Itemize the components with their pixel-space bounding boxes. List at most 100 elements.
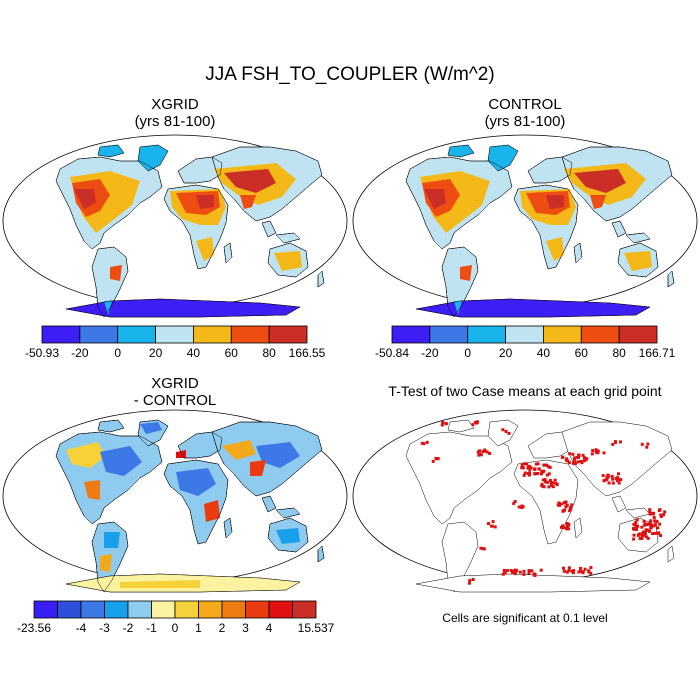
significance-cell	[616, 476, 620, 480]
significance-cell	[522, 473, 526, 477]
significance-cell	[547, 485, 551, 489]
significance-cell	[487, 522, 490, 525]
colorbar-label: 15.537	[298, 621, 335, 635]
significance-cell	[659, 534, 662, 537]
colorbar-label: 40	[537, 346, 551, 360]
significance-cell	[567, 566, 571, 570]
significance-cell	[606, 475, 610, 479]
significance-cell	[544, 480, 548, 484]
significance-cell	[643, 523, 647, 527]
significance-cell	[562, 526, 566, 530]
significance-cell	[657, 531, 661, 535]
significance-cell	[504, 429, 508, 433]
significance-cell	[549, 483, 553, 487]
significance-cell	[520, 463, 524, 467]
map-ttest	[352, 409, 698, 593]
significance-cell	[560, 502, 563, 506]
significance-cell	[471, 578, 475, 581]
colorbar-swatch	[221, 600, 246, 619]
colorbar-label: -23.56	[17, 621, 51, 635]
significance-cell	[648, 512, 652, 516]
colorbar-swatch	[33, 600, 58, 619]
significance-cell	[540, 482, 544, 486]
significance-cell	[646, 522, 650, 526]
significance-cell	[529, 466, 533, 470]
significance-cell	[651, 532, 655, 536]
significance-cell	[658, 522, 662, 526]
significance-cell	[583, 456, 586, 460]
significance-cell	[548, 478, 552, 482]
significance-cell	[527, 571, 531, 575]
significance-cell	[567, 568, 571, 572]
colorbar-label: 20	[149, 346, 163, 360]
significance-cell	[576, 460, 580, 464]
significance-cell	[533, 573, 537, 577]
significance-cell	[518, 570, 522, 574]
significance-cell	[541, 478, 545, 482]
significance-cell	[569, 506, 572, 510]
colorbar-swatch	[117, 325, 156, 344]
significance-cell	[523, 471, 527, 475]
significance-cell	[549, 481, 553, 484]
significance-cell	[422, 442, 426, 446]
colorbar-label: -4	[76, 621, 87, 635]
significance-cell	[605, 477, 609, 481]
significance-cell	[649, 525, 653, 529]
significance-cell	[572, 459, 576, 462]
significance-cell	[509, 569, 513, 572]
significance-cell	[488, 451, 492, 455]
significance-cell	[567, 522, 571, 526]
significance-cell	[577, 570, 581, 574]
significance-cell	[565, 527, 569, 531]
colorbar-swatch	[618, 325, 658, 344]
panel-title-line2: (yrs 81-100)	[484, 113, 566, 131]
significance-cell	[507, 431, 511, 435]
significance-cell	[533, 467, 537, 471]
colorbar-swatch	[57, 600, 82, 619]
significance-cell	[579, 569, 583, 573]
significance-cell	[568, 509, 572, 513]
significance-cell	[557, 501, 561, 505]
significance-cell	[501, 428, 505, 432]
significance-cell	[641, 530, 645, 534]
colorbar-swatch	[41, 325, 81, 344]
significance-cell	[520, 466, 524, 470]
significance-cell	[640, 525, 644, 529]
significance-cell	[533, 472, 537, 476]
panel-title-line2: - CONTROL	[133, 392, 217, 410]
significance-cell	[505, 569, 509, 572]
colorbar-label: -50.93	[25, 346, 59, 360]
colorbar-swatch	[174, 600, 199, 619]
significance-cell	[522, 462, 526, 466]
significance-cell	[481, 450, 485, 454]
significance-cell	[513, 500, 517, 503]
colorbar-label: 4	[266, 621, 273, 635]
significance-cell	[606, 473, 610, 477]
significance-cell	[570, 503, 574, 507]
colorbar-label: 166.55	[289, 346, 326, 360]
significance-cell	[563, 501, 567, 505]
significance-cell	[640, 537, 644, 540]
significance-cell	[525, 462, 529, 466]
significance-cell	[551, 485, 555, 489]
colorbar-label: 166.71	[639, 346, 676, 360]
significance-cell	[642, 533, 646, 537]
significance-cell	[602, 479, 606, 483]
significance-cell	[649, 519, 653, 523]
significance-cell	[567, 527, 570, 531]
colorbar-label: 2	[219, 621, 226, 635]
significance-cell	[517, 505, 521, 509]
significance-cell	[636, 533, 640, 537]
significance-cell	[444, 422, 448, 425]
significance-cell	[644, 535, 648, 539]
colorbar-label: -20	[71, 346, 89, 360]
significance-cell	[648, 508, 652, 512]
colorbar-difference: -23.56 -4 -3 -2 -1 0 1 2 3 4 15.537	[17, 600, 335, 635]
colorbar-swatch	[580, 325, 620, 344]
significance-cell	[652, 511, 656, 515]
significance-cell	[601, 474, 605, 478]
panel-title-ttest: T-Test of two Case means at each grid po…	[388, 383, 662, 399]
significance-cell	[477, 453, 481, 457]
significance-cell	[534, 462, 538, 466]
colorbar-label: -2	[123, 621, 134, 635]
